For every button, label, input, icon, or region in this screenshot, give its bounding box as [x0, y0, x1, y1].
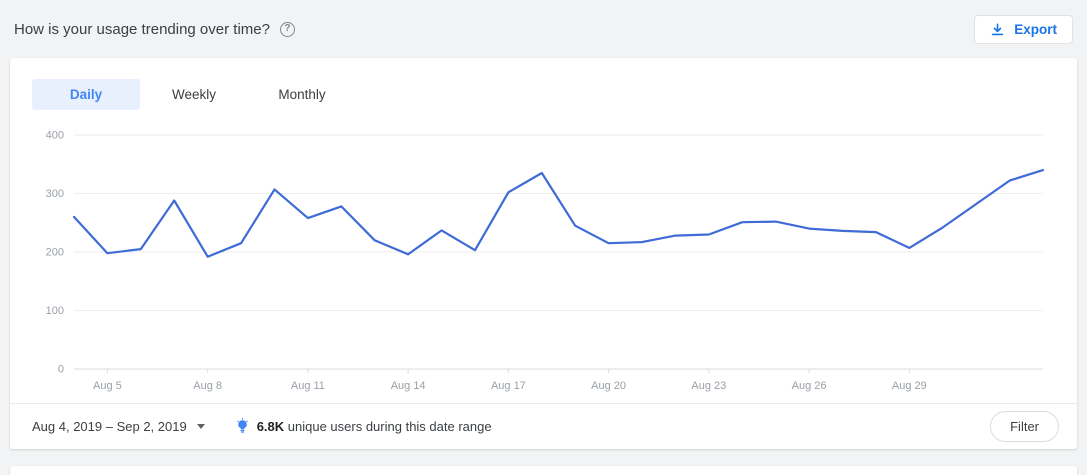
chevron-down-icon: [196, 424, 205, 429]
svg-text:Aug 29: Aug 29: [892, 380, 927, 392]
svg-text:Aug 14: Aug 14: [391, 380, 426, 392]
card-footer: Aug 4, 2019 – Sep 2, 2019 6.8K unique us…: [10, 403, 1077, 449]
tab-weekly[interactable]: Weekly: [171, 87, 216, 102]
lightbulb-icon: [235, 418, 250, 435]
svg-text:Aug 8: Aug 8: [193, 380, 222, 392]
svg-text:Aug 26: Aug 26: [792, 380, 827, 392]
svg-text:Aug 20: Aug 20: [591, 380, 626, 392]
date-range-label: Aug 4, 2019 – Sep 2, 2019: [32, 419, 187, 434]
chart-area: 0 100 200 300 400 Aug 5 Aug 8 Aug 11 Aug 14 Aug 1…: [10, 119, 1077, 403]
svg-text:300: 300: [46, 188, 64, 200]
export-button[interactable]: Export: [974, 14, 1073, 44]
filter-button[interactable]: Filter: [990, 411, 1059, 442]
granularity-tabs: Daily Weekly Monthly: [10, 58, 1077, 119]
usage-line-chart: 0 100 200 300 400 Aug 5 Aug 8 Aug 11 Aug 14 Aug 1…: [46, 130, 1045, 392]
svg-text:200: 200: [46, 247, 64, 259]
download-icon: [990, 22, 1005, 37]
svg-text:400: 400: [46, 130, 64, 142]
svg-text:100: 100: [46, 305, 64, 317]
usage-card: Daily Weekly Monthly 0 100 200 300 400 Aug 5 A…: [10, 58, 1077, 449]
page-header: How is your usage trending over time? ? …: [0, 0, 1087, 58]
export-label: Export: [1014, 21, 1057, 37]
svg-text:Aug 17: Aug 17: [491, 380, 526, 392]
insight-text: 6.8K unique users during this date range: [256, 419, 492, 434]
date-range-selector[interactable]: Aug 4, 2019 – Sep 2, 2019: [32, 419, 205, 434]
svg-text:0: 0: [58, 364, 64, 376]
insight-value: 6.8K: [256, 419, 285, 434]
tab-monthly[interactable]: Monthly: [278, 87, 326, 102]
insight: 6.8K unique users during this date range: [235, 418, 492, 435]
page-title: How is your usage trending over time?: [14, 20, 270, 38]
help-icon[interactable]: ?: [279, 21, 295, 37]
tab-daily[interactable]: Daily: [32, 79, 140, 110]
next-card-edge: [10, 466, 1077, 475]
svg-text:Aug 5: Aug 5: [93, 380, 122, 392]
svg-text:Aug 11: Aug 11: [291, 380, 325, 392]
svg-text:Aug 23: Aug 23: [691, 380, 726, 392]
